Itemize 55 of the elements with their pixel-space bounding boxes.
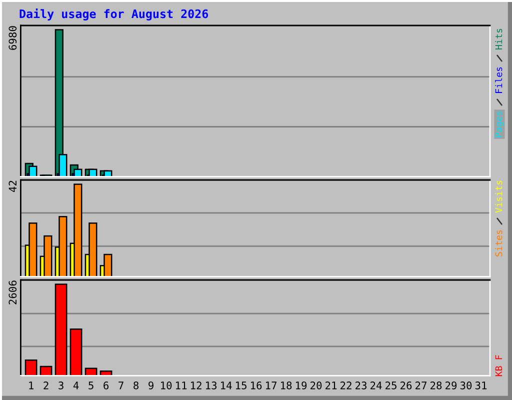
bar [54, 284, 68, 376]
x-tick-label: 14 [221, 382, 232, 390]
bar [28, 222, 38, 277]
bar [74, 184, 82, 277]
x-tick-label: 2 [44, 381, 48, 390]
x-tick-label: 16 [251, 381, 262, 390]
text: KB F [495, 355, 502, 376]
text: 6980 [8, 26, 17, 50]
x-tick-label: 28 [430, 381, 442, 390]
x-tick-label: 24 [370, 381, 382, 390]
x-tick-label: 13 [206, 381, 217, 390]
x-tick-label: 20 [310, 381, 322, 390]
x-tick-label: 9 [148, 381, 154, 390]
x-tick-label: 8 [134, 381, 139, 390]
bar [88, 222, 98, 277]
x-tick-label: 17 [266, 382, 277, 390]
text: Sites [495, 230, 502, 256]
bar [28, 166, 38, 177]
bar [74, 168, 82, 177]
text: Hits [495, 28, 502, 50]
x-tick-label: 4 [73, 382, 79, 390]
x-tick-label: 19 [296, 381, 307, 390]
x-tick-label: 22 [340, 381, 352, 390]
x-tick-label: 1 [29, 382, 34, 390]
bar [40, 366, 52, 376]
x-tick-label: 31 [475, 381, 487, 390]
text: Files [495, 67, 502, 93]
bar [70, 328, 82, 376]
bar [88, 168, 98, 177]
x-tick-label: 29 [446, 381, 457, 390]
x-tick-label: 10 [161, 381, 172, 390]
bar [58, 216, 68, 277]
x-tick-label: 18 [281, 381, 292, 390]
x-tick-label: 26 [400, 381, 412, 390]
x-tick-label: 15 [236, 382, 246, 390]
text: 2606 [8, 280, 17, 304]
x-tick-label: 3 [58, 381, 64, 390]
chart-title: Daily usage for August 2026 [20, 8, 208, 20]
x-tick-label: 25 [386, 381, 396, 390]
x-tick-label: 11 [176, 382, 187, 390]
x-tick-label: 23 [356, 381, 366, 390]
x-tick-label: 30 [460, 381, 472, 390]
x-tick-label: 21 [326, 381, 337, 390]
x-tick-label: 7 [118, 382, 124, 390]
bar [104, 254, 112, 277]
x-tick-label: 5 [88, 382, 94, 390]
bar [24, 360, 38, 376]
text: Visits [495, 180, 502, 213]
x-tick-label: 27 [416, 381, 426, 390]
text: Pages [495, 111, 504, 138]
x-tick-label: 6 [104, 381, 108, 390]
bar [44, 235, 52, 277]
text: 42 [8, 180, 16, 192]
bar [104, 170, 112, 177]
x-tick-label: 12 [191, 381, 202, 390]
